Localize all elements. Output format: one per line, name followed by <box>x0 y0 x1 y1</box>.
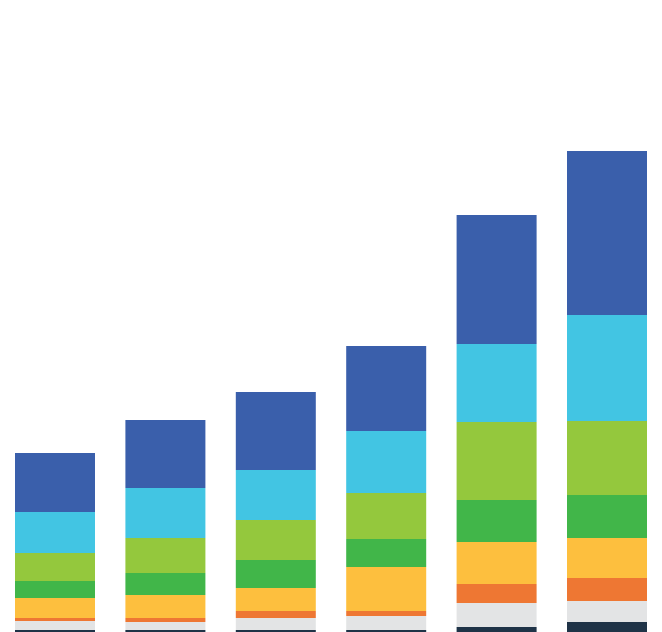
bar-segment <box>235 470 316 520</box>
bar-segment <box>235 520 316 560</box>
bar-segment <box>456 422 537 500</box>
bar-segment <box>346 567 427 611</box>
bar-segment <box>567 315 647 421</box>
bar-segment <box>125 538 206 573</box>
bar-segment <box>125 595 206 618</box>
bar-segment <box>125 618 206 622</box>
bar-segment <box>567 151 647 315</box>
bar-segment <box>346 493 427 539</box>
bar-segment <box>15 453 95 512</box>
bar-segment <box>15 581 95 598</box>
bar-segment <box>15 598 95 618</box>
bar-segment <box>235 392 316 470</box>
bar-segment <box>456 627 537 632</box>
bar-segment <box>456 542 537 584</box>
bar-segment <box>125 488 206 538</box>
bar-segment <box>235 630 316 632</box>
bar-segment <box>567 495 647 538</box>
bar-segment <box>346 539 427 567</box>
bar-segment <box>235 611 316 618</box>
bar-segment <box>567 421 647 495</box>
bar-segment <box>125 573 206 595</box>
bar-segment <box>346 630 427 632</box>
bar-segment <box>346 611 427 616</box>
bar-segment <box>15 618 95 621</box>
bar-segment <box>235 560 316 588</box>
bar-segment <box>456 584 537 603</box>
bar-segment <box>456 500 537 542</box>
bar-segment <box>456 215 537 344</box>
bar-segment <box>567 622 647 632</box>
bar-segment <box>346 431 427 493</box>
bar-segment <box>346 346 427 431</box>
bar-segment <box>15 630 95 632</box>
bar-segment <box>235 588 316 611</box>
bar-segment <box>125 630 206 632</box>
bar-segment <box>567 578 647 601</box>
bar-segment <box>456 344 537 422</box>
bar-segment <box>15 621 95 630</box>
bar-segment <box>15 553 95 581</box>
bar-segment <box>125 420 206 488</box>
bar-segment <box>567 538 647 578</box>
bar-segment <box>456 603 537 627</box>
bar-segment <box>125 622 206 630</box>
bar-segment <box>235 618 316 630</box>
bar-segment <box>346 616 427 630</box>
bar-segment <box>15 512 95 553</box>
bar-segment <box>567 601 647 622</box>
